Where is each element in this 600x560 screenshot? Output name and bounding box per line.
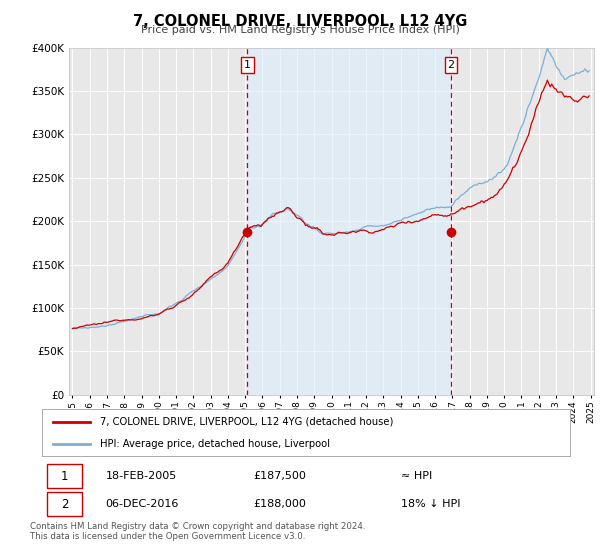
Text: 18-FEB-2005: 18-FEB-2005 (106, 471, 176, 481)
Text: 1: 1 (61, 469, 68, 483)
Text: 18% ↓ HPI: 18% ↓ HPI (401, 499, 461, 509)
FancyBboxPatch shape (47, 492, 82, 516)
Text: 7, COLONEL DRIVE, LIVERPOOL, L12 4YG: 7, COLONEL DRIVE, LIVERPOOL, L12 4YG (133, 14, 467, 29)
Text: 06-DEC-2016: 06-DEC-2016 (106, 499, 179, 509)
Text: £188,000: £188,000 (253, 499, 306, 509)
Polygon shape (247, 48, 451, 395)
Text: 7, COLONEL DRIVE, LIVERPOOL, L12 4YG (detached house): 7, COLONEL DRIVE, LIVERPOOL, L12 4YG (de… (100, 417, 394, 427)
Text: ≈ HPI: ≈ HPI (401, 471, 432, 481)
Text: 2: 2 (448, 60, 455, 70)
Text: Price paid vs. HM Land Registry's House Price Index (HPI): Price paid vs. HM Land Registry's House … (140, 25, 460, 35)
Text: 1: 1 (244, 60, 251, 70)
Text: HPI: Average price, detached house, Liverpool: HPI: Average price, detached house, Live… (100, 438, 330, 449)
Text: Contains HM Land Registry data © Crown copyright and database right 2024.
This d: Contains HM Land Registry data © Crown c… (30, 522, 365, 542)
FancyBboxPatch shape (47, 464, 82, 488)
Text: £187,500: £187,500 (253, 471, 306, 481)
Text: 2: 2 (61, 497, 68, 511)
